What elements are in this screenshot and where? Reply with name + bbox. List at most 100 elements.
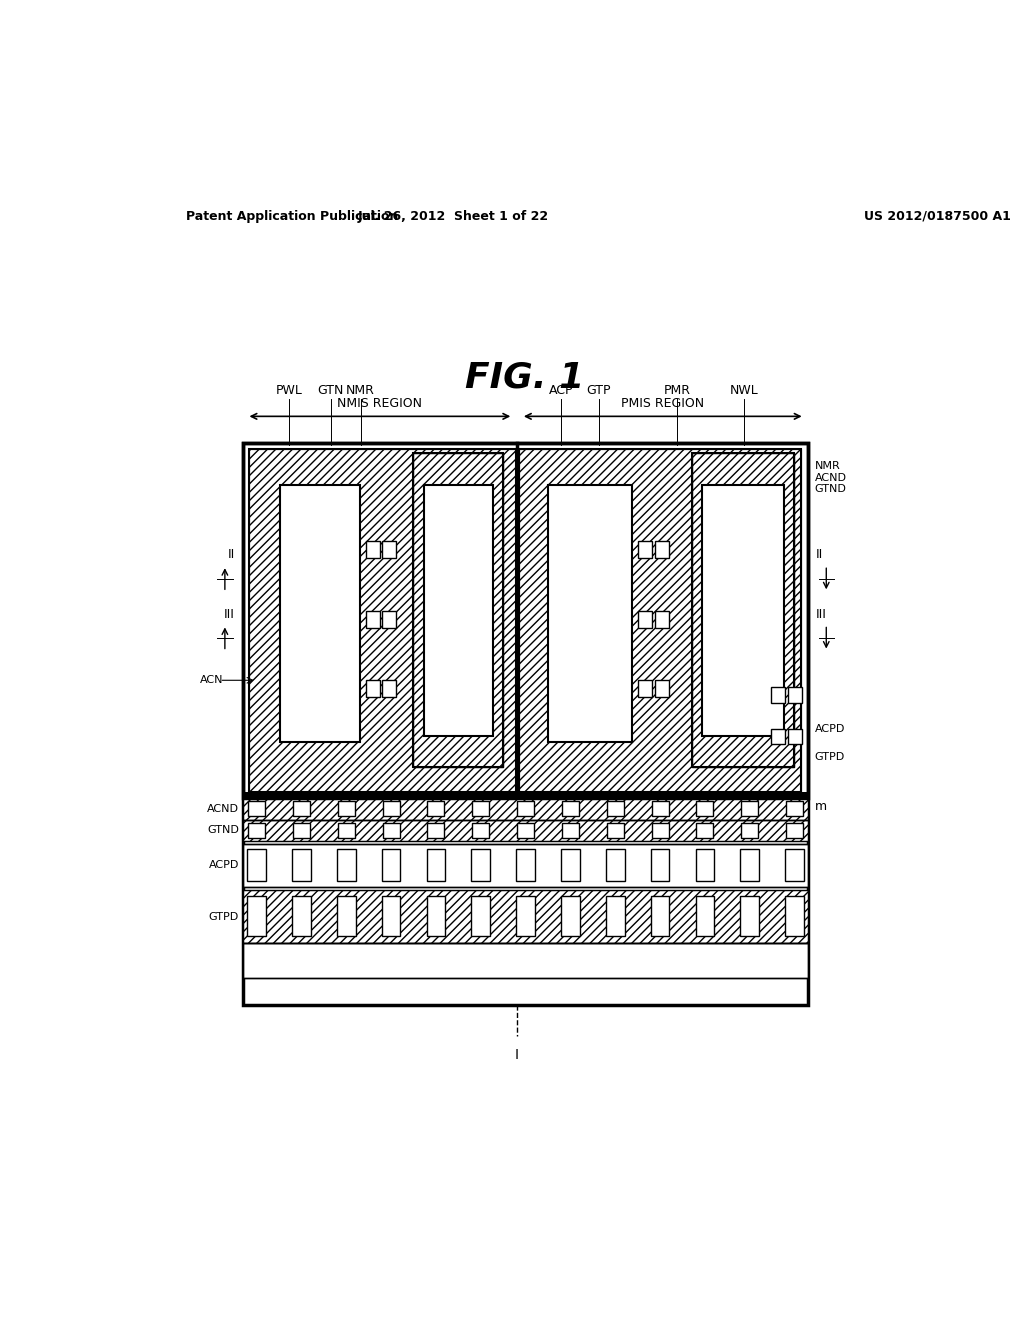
Bar xyxy=(293,801,310,817)
Bar xyxy=(382,849,400,882)
Bar xyxy=(383,822,399,838)
Bar xyxy=(518,449,802,792)
Text: III: III xyxy=(816,607,827,620)
Text: ACND: ACND xyxy=(815,473,847,483)
Bar xyxy=(702,484,783,735)
Bar xyxy=(249,449,515,792)
Text: GTN: GTN xyxy=(317,384,344,397)
Bar xyxy=(366,680,380,697)
Bar xyxy=(561,896,580,936)
Text: ACPD: ACPD xyxy=(209,861,239,870)
Bar xyxy=(243,890,809,944)
Bar xyxy=(382,680,396,697)
Bar xyxy=(427,849,445,882)
Text: ACP: ACP xyxy=(549,384,573,397)
Bar xyxy=(243,444,809,1006)
Text: GTPD: GTPD xyxy=(815,752,845,762)
Bar xyxy=(606,849,625,882)
Bar xyxy=(785,896,804,936)
Text: m: m xyxy=(815,800,826,813)
Bar xyxy=(337,896,355,936)
Bar xyxy=(366,541,380,558)
Bar xyxy=(243,820,809,841)
Bar xyxy=(562,822,579,838)
Bar xyxy=(654,611,669,627)
Bar xyxy=(561,849,580,882)
Bar xyxy=(695,896,714,936)
Text: ACN: ACN xyxy=(200,676,223,685)
Bar xyxy=(741,801,758,817)
Bar xyxy=(243,890,809,944)
Bar xyxy=(427,822,444,838)
Text: US 2012/0187500 A1: US 2012/0187500 A1 xyxy=(864,210,1011,223)
Text: GTPD: GTPD xyxy=(209,912,239,921)
Bar xyxy=(337,849,355,882)
Bar xyxy=(639,680,652,697)
Text: II: II xyxy=(816,548,823,561)
Bar xyxy=(696,801,714,817)
Bar xyxy=(788,729,802,744)
Bar xyxy=(293,822,310,838)
Bar xyxy=(382,896,400,936)
Bar xyxy=(281,484,359,742)
Bar xyxy=(654,541,669,558)
Bar xyxy=(650,849,670,882)
Bar xyxy=(249,449,515,792)
Text: III: III xyxy=(224,607,234,620)
Bar xyxy=(249,449,515,792)
Bar xyxy=(606,822,624,838)
Bar xyxy=(785,849,804,882)
Bar xyxy=(472,822,489,838)
Text: NMIS REGION: NMIS REGION xyxy=(337,397,422,411)
Bar xyxy=(639,541,652,558)
Bar xyxy=(562,801,579,817)
Text: Jul. 26, 2012  Sheet 1 of 22: Jul. 26, 2012 Sheet 1 of 22 xyxy=(358,210,549,223)
Bar xyxy=(771,729,785,744)
Bar xyxy=(639,611,652,627)
Bar xyxy=(771,688,785,702)
Text: PMIS REGION: PMIS REGION xyxy=(622,397,705,411)
Bar xyxy=(248,801,265,817)
Bar xyxy=(413,453,504,767)
Bar xyxy=(692,453,794,767)
Bar xyxy=(427,896,445,936)
Bar xyxy=(651,822,669,838)
Text: GTND: GTND xyxy=(207,825,239,836)
Bar xyxy=(788,688,802,702)
Bar xyxy=(243,792,809,799)
Text: ACND: ACND xyxy=(207,804,239,813)
Bar xyxy=(692,453,794,767)
Bar xyxy=(338,822,355,838)
Text: PMR: PMR xyxy=(664,384,691,397)
Bar xyxy=(548,484,632,742)
Bar xyxy=(243,820,809,841)
Text: NWL: NWL xyxy=(730,384,759,397)
Bar xyxy=(654,680,669,697)
Bar xyxy=(243,944,809,978)
Text: GTP: GTP xyxy=(587,384,611,397)
Bar xyxy=(518,449,802,792)
Bar xyxy=(243,890,809,944)
Bar xyxy=(248,849,266,882)
Bar xyxy=(366,611,380,627)
Text: PWL: PWL xyxy=(275,384,303,397)
Bar xyxy=(696,822,714,838)
Bar xyxy=(517,801,535,817)
Text: II: II xyxy=(227,548,234,561)
Text: GTND: GTND xyxy=(815,484,847,495)
Bar xyxy=(413,453,504,767)
Bar xyxy=(243,845,809,887)
Bar xyxy=(606,896,625,936)
Bar xyxy=(740,896,759,936)
Bar xyxy=(516,849,535,882)
Bar xyxy=(692,453,794,767)
Text: I: I xyxy=(515,1048,519,1061)
Bar xyxy=(243,799,809,820)
Bar xyxy=(243,845,809,887)
Bar xyxy=(292,849,310,882)
Text: ACPD: ACPD xyxy=(815,725,845,734)
Bar xyxy=(606,801,624,817)
Bar xyxy=(383,801,399,817)
Bar xyxy=(382,611,396,627)
Bar xyxy=(243,799,809,820)
